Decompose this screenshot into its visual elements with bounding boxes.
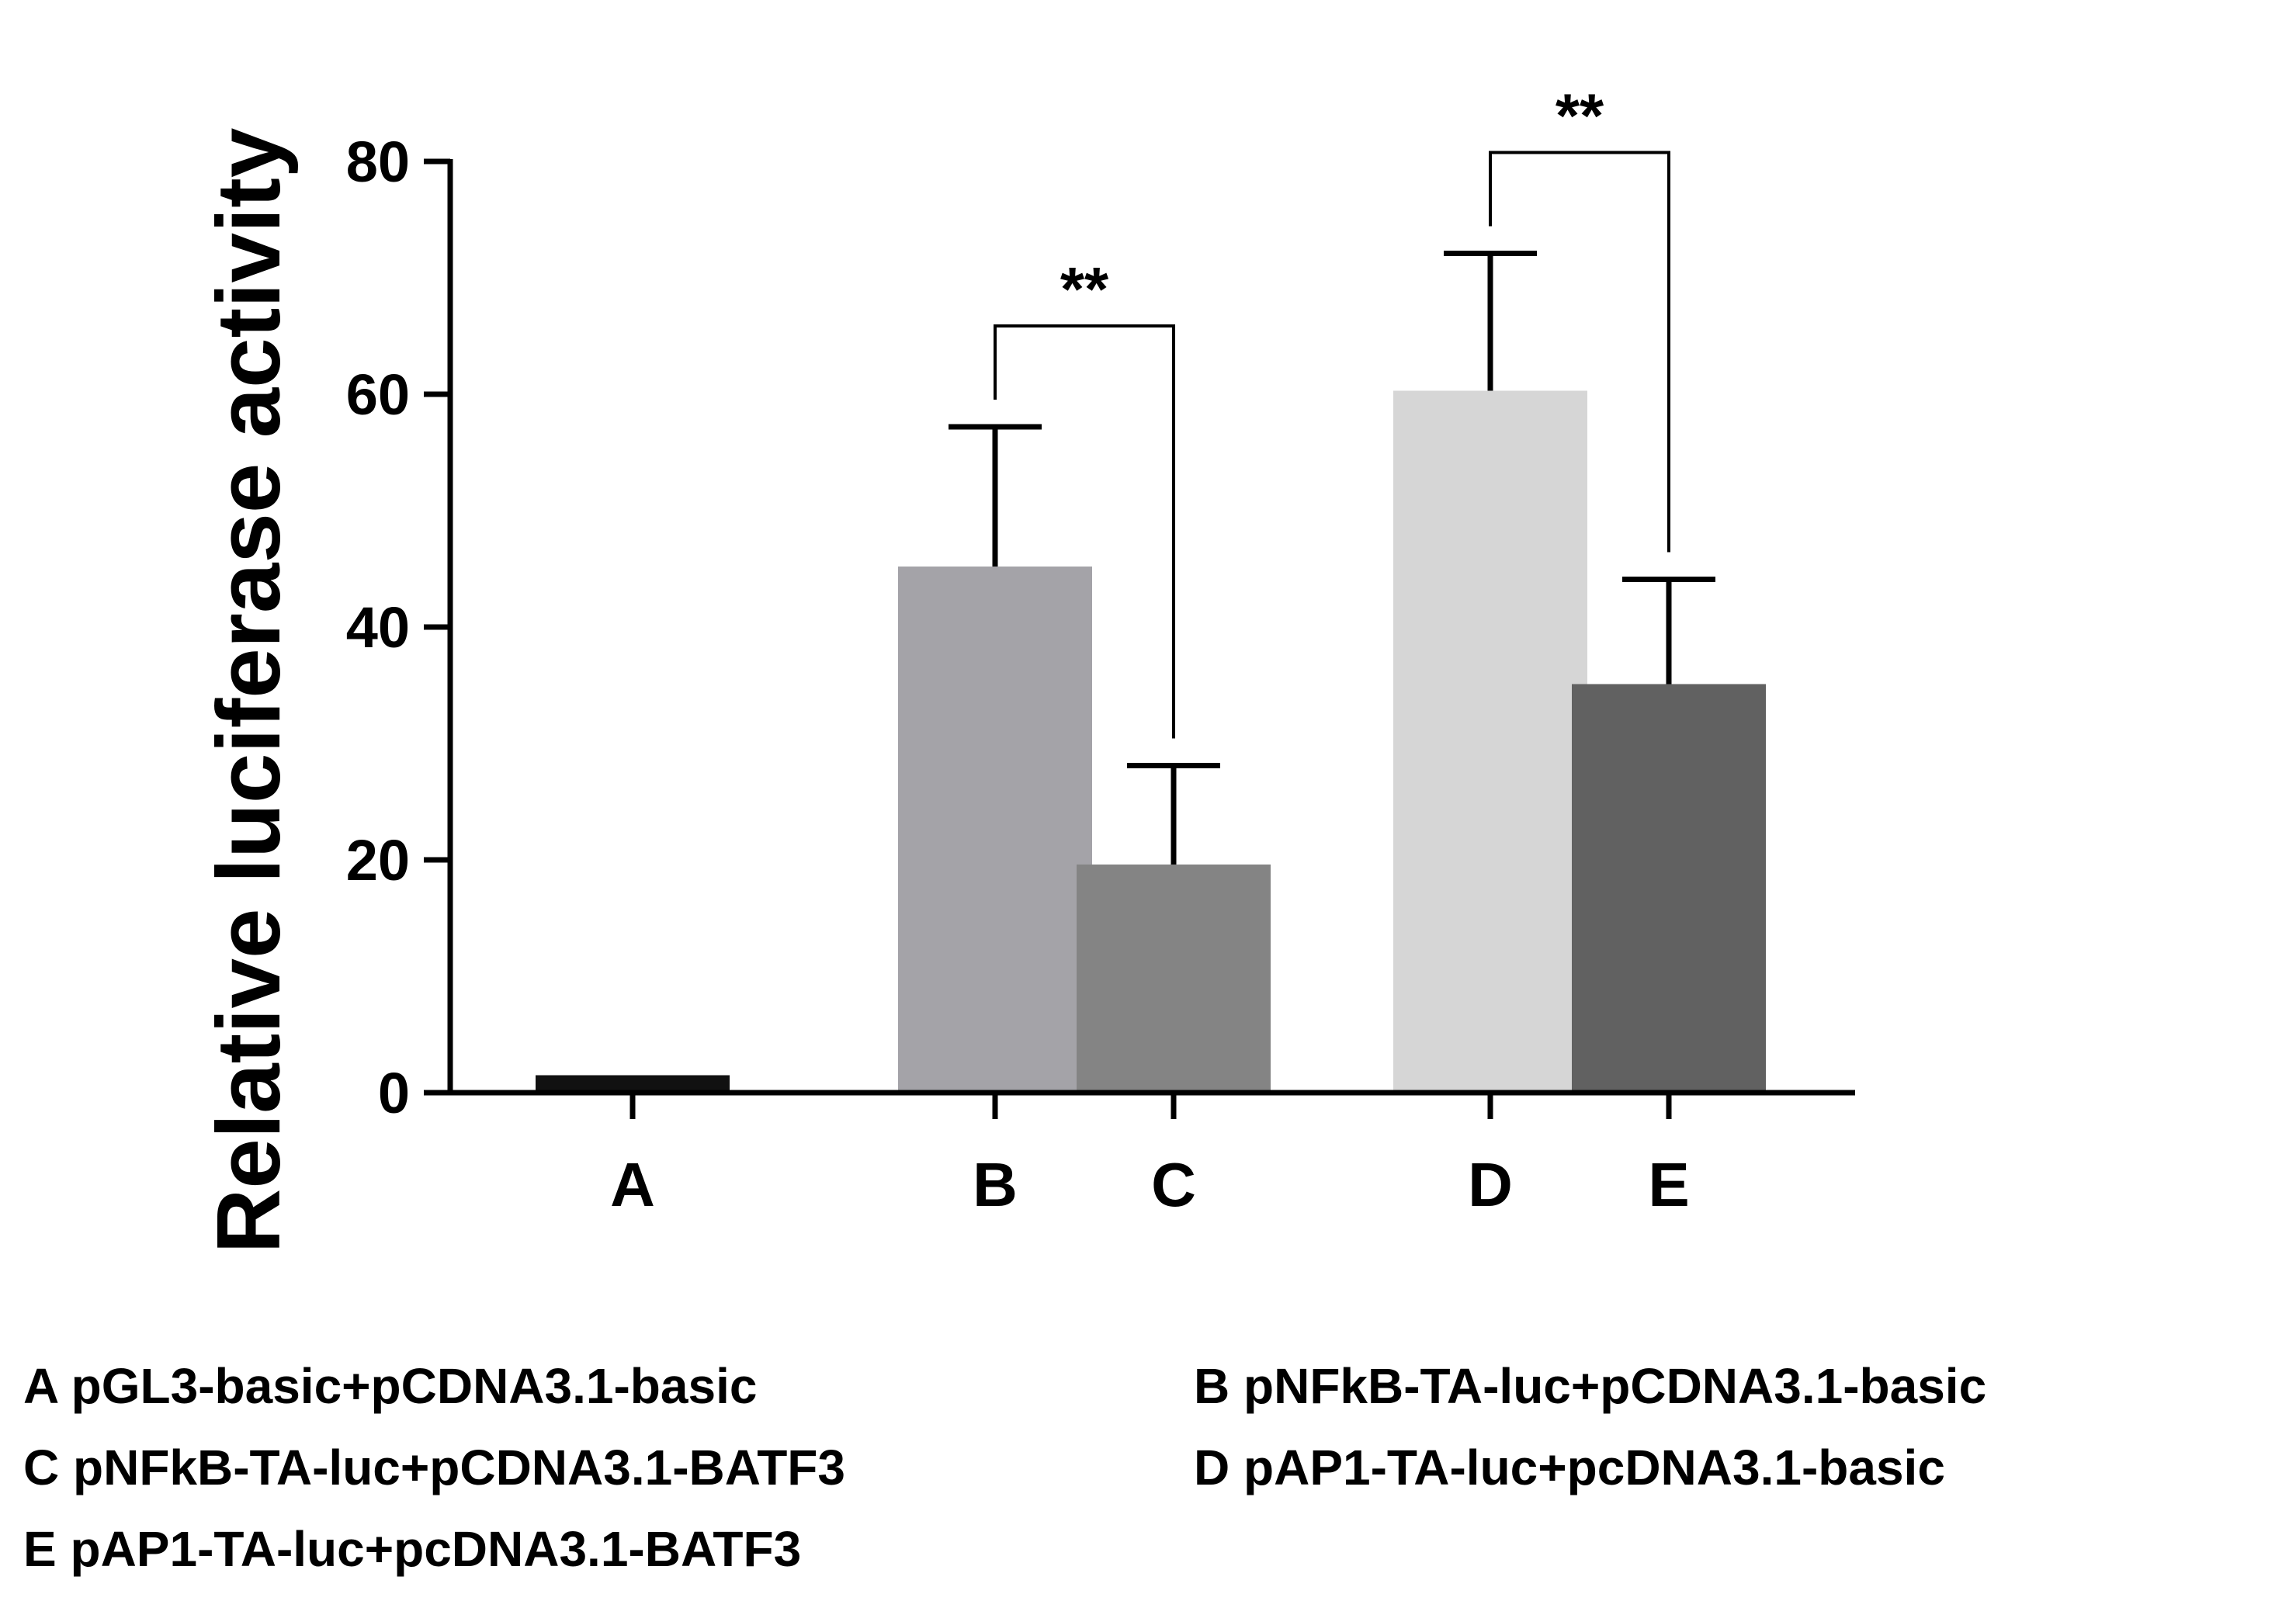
- significance-label-2: **: [1556, 81, 1604, 151]
- error-bars-layer: [949, 251, 1715, 865]
- bars-layer: [536, 390, 1766, 1093]
- y-tick-label-80: 80: [346, 130, 410, 194]
- significance-bracket-1: [994, 324, 1175, 739]
- y-tick-label-40: 40: [346, 595, 410, 660]
- bar-b: [898, 567, 1092, 1093]
- significance-bracket-2: [1489, 151, 1670, 553]
- y-tick-label-60: 60: [346, 362, 410, 427]
- legend-entry-d: D pAP1-TA-luc+pcDNA3.1-basic: [1194, 1440, 1945, 1495]
- y-tick-label-20: 20: [346, 828, 410, 892]
- bar-a: [536, 1075, 730, 1093]
- x-tick-label-a: A: [610, 1150, 655, 1219]
- legend-entry-c: C pNFkB-TA-luc+pCDNA3.1-BATF3: [23, 1440, 845, 1495]
- legend: A pGL3-basic+pCDNA3.1-basic B pNFkB-TA-lu…: [23, 1358, 1986, 1577]
- axes-layer: 0 20 40 60 80 A B C D E: [346, 130, 1855, 1219]
- x-tick-label-b: B: [973, 1150, 1018, 1219]
- y-axis-label: Relative luciferase activity: [198, 128, 299, 1254]
- x-tick-label-d: D: [1468, 1150, 1513, 1219]
- bar-e: [1572, 684, 1766, 1093]
- significance-layer: ** **: [994, 81, 1670, 739]
- significance-label-1: **: [1060, 255, 1109, 324]
- legend-entry-a: A pGL3-basic+pCDNA3.1-basic: [23, 1358, 757, 1414]
- y-tick-label-0: 0: [378, 1061, 410, 1125]
- legend-entry-b: B pNFkB-TA-luc+pCDNA3.1-basic: [1194, 1358, 1986, 1414]
- bar-d: [1393, 390, 1587, 1093]
- legend-entry-e: E pAP1-TA-luc+pcDNA3.1-BATF3: [23, 1521, 801, 1577]
- bar-c: [1077, 865, 1271, 1093]
- x-tick-label-c: C: [1151, 1150, 1196, 1219]
- x-tick-label-e: E: [1648, 1150, 1689, 1219]
